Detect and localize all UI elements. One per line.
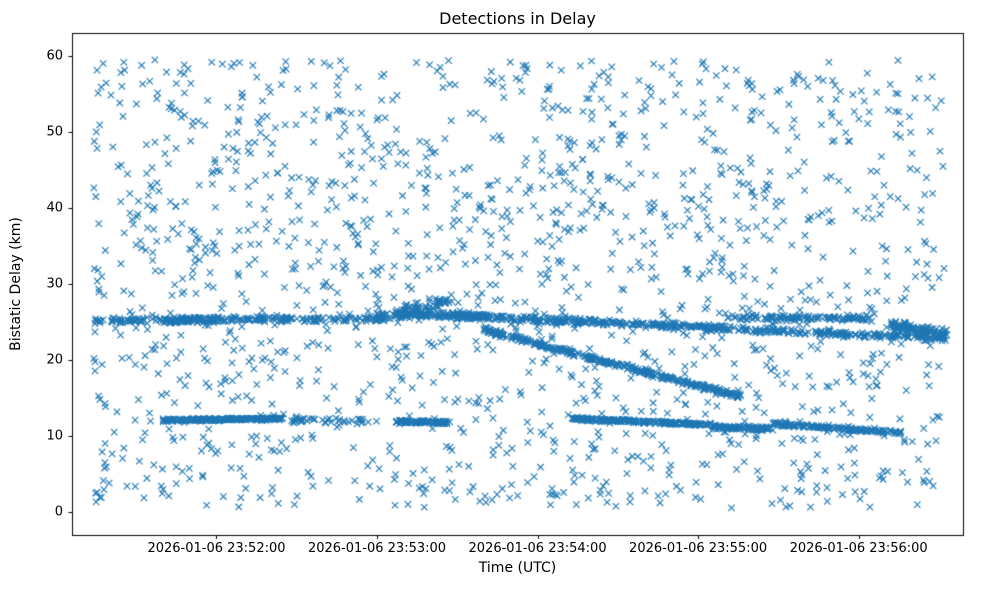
x-tick-label: 2026-01-06 23:56:00 (789, 541, 928, 556)
x-tick-label: 2026-01-06 23:55:00 (629, 541, 768, 556)
y-tick-label: 50 (46, 124, 63, 140)
y-tick-label: 20 (46, 352, 63, 368)
y-tick-label: 0 (54, 504, 63, 520)
y-tick-label: 60 (46, 48, 63, 64)
y-tick-label: 40 (46, 200, 63, 216)
y-tick-label: 30 (46, 276, 63, 292)
y-tick-label: 10 (46, 428, 63, 444)
x-axis-label: Time (UTC) (478, 560, 557, 576)
y-axis-label: Bistatic Delay (km) (8, 217, 24, 351)
x-tick-label: 2026-01-06 23:53:00 (307, 541, 447, 556)
x-tick-label: 2026-01-06 23:54:00 (468, 541, 607, 556)
x-tick-label: 2026-01-06 23:52:00 (147, 541, 286, 556)
chart-title: Detections in Delay (439, 9, 596, 28)
